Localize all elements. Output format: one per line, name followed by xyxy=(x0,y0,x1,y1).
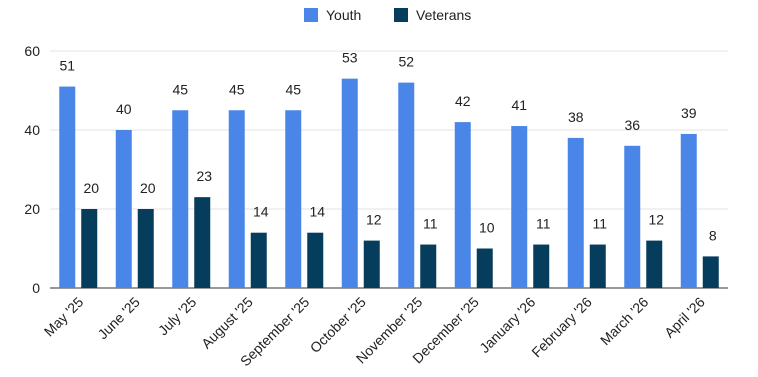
bar-youth xyxy=(59,86,76,288)
bar-veterans xyxy=(137,209,154,288)
data-label-veterans: 11 xyxy=(423,216,438,232)
bar-veterans xyxy=(194,197,211,288)
data-label-youth: 40 xyxy=(116,101,132,117)
legend-swatch-veterans xyxy=(394,8,408,22)
bar-youth xyxy=(511,126,528,288)
data-label-veterans: 14 xyxy=(309,204,325,220)
bar-veterans xyxy=(420,244,437,288)
data-label-youth: 53 xyxy=(342,50,358,66)
data-label-veterans: 11 xyxy=(536,216,551,232)
bar-youth xyxy=(341,78,358,289)
data-label-veterans: 10 xyxy=(479,220,495,236)
data-label-youth: 45 xyxy=(172,81,188,97)
data-label-youth: 45 xyxy=(229,81,245,97)
data-label-veterans: 11 xyxy=(592,216,607,232)
y-axis-ticks: 0 20 40 60 xyxy=(24,43,40,296)
y-tick-label: 60 xyxy=(24,43,40,59)
bar-youth xyxy=(172,110,189,288)
data-label-veterans: 20 xyxy=(140,180,156,196)
x-tick-label: April '26 xyxy=(661,294,708,341)
gridlines xyxy=(50,50,728,289)
bar-youth xyxy=(454,122,471,288)
x-tick-label: October '25 xyxy=(307,294,369,356)
data-label-youth: 45 xyxy=(285,81,301,97)
x-tick-label: August '25 xyxy=(198,294,256,352)
bar-youth xyxy=(624,145,641,288)
data-label-veterans: 20 xyxy=(83,180,99,196)
bar-veterans xyxy=(81,209,98,288)
legend-label-youth: Youth xyxy=(326,7,361,23)
data-label-veterans: 14 xyxy=(253,204,269,220)
x-tick-label: June '25 xyxy=(94,294,143,343)
bar-veterans xyxy=(646,240,663,288)
data-label-youth: 52 xyxy=(398,54,414,70)
data-label-youth: 42 xyxy=(455,93,471,109)
data-label-youth: 36 xyxy=(624,117,640,133)
bar-series xyxy=(59,78,719,289)
data-label-youth: 39 xyxy=(681,105,697,121)
data-labels: 51 20 40 20 45 23 45 14 45 14 53 12 52 11 42 10 41 11 38 11… xyxy=(59,50,716,244)
legend-swatch-youth xyxy=(304,8,318,22)
legend[interactable]: Youth Veterans xyxy=(304,7,471,23)
x-tick-label: March '26 xyxy=(597,294,652,349)
bar-youth xyxy=(680,133,697,288)
x-tick-label: February '26 xyxy=(528,294,595,361)
bar-veterans xyxy=(476,248,493,288)
legend-label-veterans: Veterans xyxy=(416,7,471,23)
bar-youth xyxy=(115,130,132,288)
y-tick-label: 0 xyxy=(32,280,40,296)
bar-veterans xyxy=(363,240,380,288)
bar-veterans xyxy=(533,244,550,288)
bar-youth xyxy=(567,137,584,288)
bar-youth xyxy=(285,110,302,288)
bar-youth xyxy=(228,110,245,288)
data-label-veterans: 23 xyxy=(196,168,212,184)
bar-veterans xyxy=(702,256,719,288)
x-tick-label: July '25 xyxy=(155,294,200,339)
bar-youth xyxy=(398,82,415,288)
data-label-veterans: 12 xyxy=(366,212,382,228)
data-label-youth: 41 xyxy=(511,97,527,113)
y-tick-label: 40 xyxy=(24,122,40,138)
x-tick-label: May '25 xyxy=(41,294,87,340)
x-tick-label: January '26 xyxy=(476,294,538,356)
data-label-youth: 38 xyxy=(568,109,584,125)
data-label-veterans: 12 xyxy=(648,212,664,228)
data-label-youth: 51 xyxy=(59,58,75,74)
y-tick-label: 20 xyxy=(24,201,40,217)
bar-veterans xyxy=(589,244,606,288)
bar-veterans xyxy=(250,232,267,288)
data-label-veterans: 8 xyxy=(709,227,717,243)
bar-veterans xyxy=(307,232,324,288)
